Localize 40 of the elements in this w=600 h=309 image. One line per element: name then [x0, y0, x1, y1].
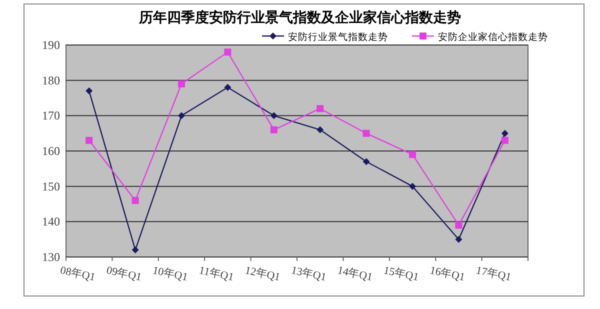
x-tick-label: 09年Q1 [105, 264, 143, 284]
point [178, 80, 185, 88]
y-tick-label: 190 [42, 38, 60, 52]
point [132, 246, 139, 254]
point [455, 236, 462, 243]
point [316, 105, 324, 112]
x-tick-label: 12年Q1 [244, 264, 282, 284]
point [362, 130, 370, 137]
point [501, 136, 508, 144]
y-tick-label: 150 [42, 179, 60, 194]
x-tick-label: 15年Q1 [382, 264, 420, 284]
point [224, 48, 232, 56]
point [455, 222, 462, 229]
x-tick-label: 13年Q1 [290, 264, 328, 284]
point [224, 84, 232, 91]
legend-label: 安防企业家信心指数走势 [438, 31, 548, 43]
point [501, 130, 508, 137]
point [178, 112, 185, 120]
point [270, 126, 278, 134]
y-tick-label: 140 [42, 214, 60, 229]
x-tick-label: 10年Q1 [152, 264, 189, 284]
y-tick-label: 180 [42, 73, 60, 88]
point [86, 136, 93, 144]
x-tick-label: 17年Q1 [474, 264, 512, 284]
point [409, 151, 416, 158]
y-tick-label: 160 [42, 144, 60, 158]
point [362, 158, 370, 166]
y-tick-label: 170 [42, 108, 60, 123]
x-tick-label: 14年Q1 [336, 264, 374, 284]
point [132, 196, 139, 204]
point [316, 126, 324, 134]
y-tick-label: 130 [42, 250, 60, 264]
x-tick-label: 16年Q1 [428, 264, 466, 284]
point [86, 87, 93, 94]
x-tick-label: 11年Q1 [198, 264, 235, 284]
x-tick-label: 08年Q1 [59, 264, 96, 284]
point [409, 182, 416, 190]
point [270, 112, 278, 120]
chart-title: 历年四季度安防行业景气指数及企业家信心指数走势 [138, 9, 461, 26]
legend-label: 安防行业景气指数走势 [288, 31, 388, 43]
